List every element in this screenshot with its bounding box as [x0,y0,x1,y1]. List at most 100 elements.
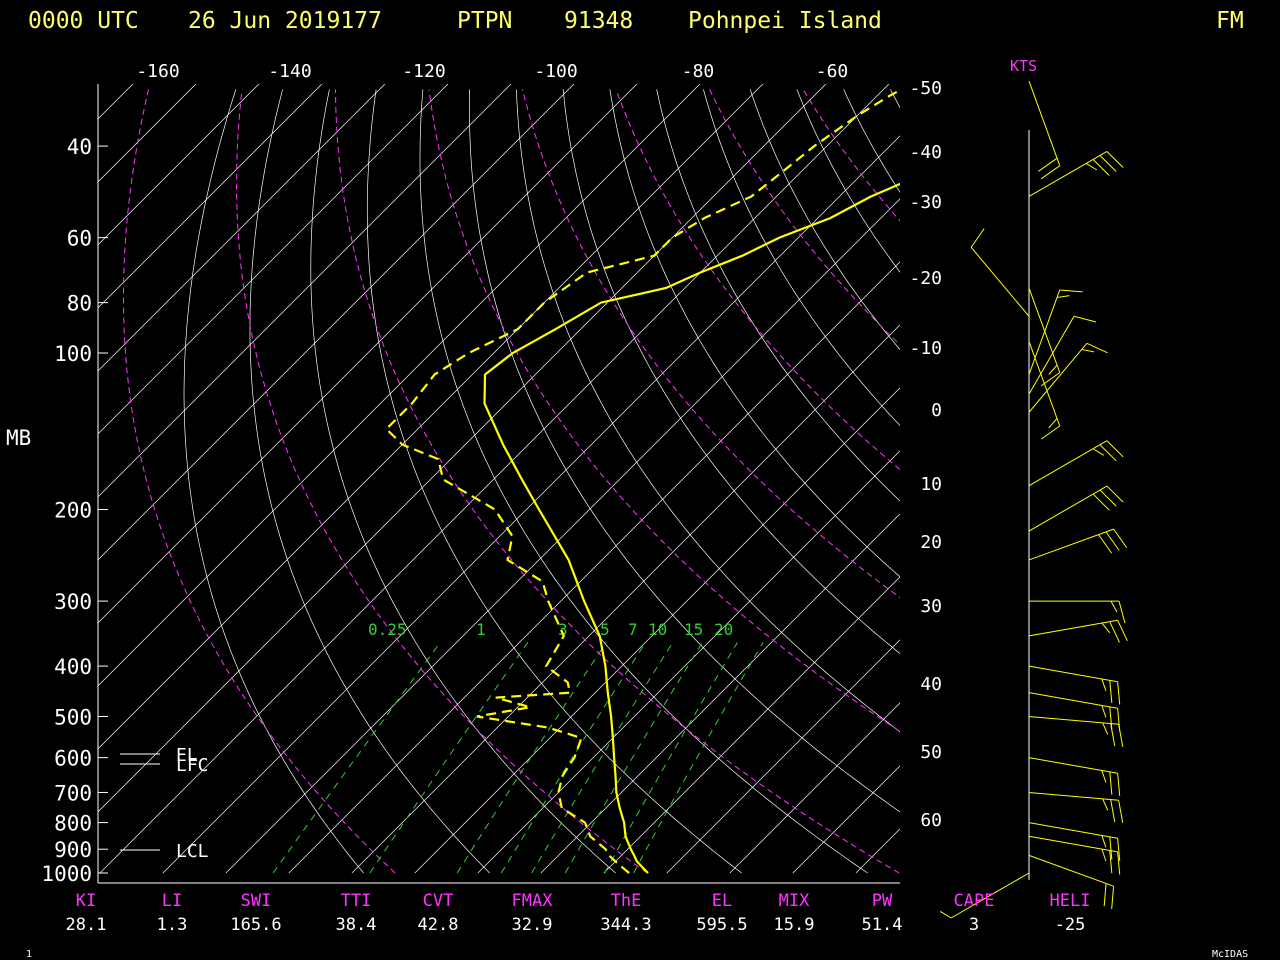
index-name: EL [712,891,732,911]
header-tag: FM [1216,8,1244,34]
isotherm [225,198,900,874]
wind-barb-staff [950,872,1030,919]
right-temperature-label: -20 [909,268,942,289]
wind-barb-flag [1040,372,1061,387]
mixing-ratio-line [633,642,764,874]
index-name: SWI [241,891,272,911]
wind-barb-flag [1109,836,1113,860]
wind-barb-flag [1038,157,1058,172]
right-temperature-label: 60 [920,810,942,831]
right-temperature-label: -10 [909,338,942,359]
index-name: CAPE [954,891,995,911]
index-value: 3 [969,915,979,935]
skewt-grid [98,84,900,874]
wind-barb-staff [1028,692,1118,709]
mixing-ratio-line [564,642,703,874]
wind-barb-staff [1028,440,1108,487]
grid-curve [516,89,900,733]
grid-curve [703,89,900,426]
mixing-ratio-label: 5 [600,620,610,639]
level-marker-label: LFC [176,755,209,776]
pressure-label: 300 [54,590,92,614]
isotherm [351,324,900,874]
isotherm [603,576,900,874]
header-station-name: Pohnpei Island [688,8,882,34]
isotherm [98,84,386,372]
wind-barb-staff [1028,757,1118,774]
wind-barb-flag [1048,418,1058,429]
grid-curve [796,89,900,273]
isotherm [477,450,900,874]
dry-adiabat [428,89,900,732]
isotherm [98,84,512,498]
grid-curve [749,89,900,351]
right-temperature-label: 0 [931,400,942,421]
isotherm [540,513,900,874]
wind-barb-flag [1059,289,1083,293]
wind-barb-flag [1109,771,1113,795]
isotherm [98,84,197,183]
dry-adiabat [236,89,648,874]
wind-barb-staff [970,247,1030,317]
wind-barb-staff [1028,791,1119,801]
isotherm [98,84,575,561]
isotherm [98,84,701,687]
wind-barb-flag [1117,851,1121,875]
wind-barb-flag [1117,708,1121,732]
dry-adiabat [802,89,900,222]
wind-barb-flag [1040,425,1061,440]
top-temperature-label: -80 [682,61,715,82]
mixing-ratio-line [500,642,647,874]
footer-left: 1 [26,949,32,960]
wind-barb-flag [1101,848,1107,862]
wind-barb-flag [1106,151,1124,168]
index-value: 15.9 [774,915,815,935]
dry-adiabat [335,89,900,874]
grid-curve [656,89,900,502]
index-name: CVT [423,891,454,911]
isotherm [98,84,827,813]
grid-curve [249,89,490,874]
mixing-ratio-line [604,642,739,874]
wind-barb-flag [1102,798,1109,811]
top-temperature-label: -100 [534,61,577,82]
mixing-ratio-label: 15 [684,620,703,639]
mixing-ratio-label: 7 [628,620,638,639]
index-value: 165.6 [230,915,281,935]
wind-barb-flag [1109,706,1113,730]
wind-barb-flag [1117,773,1121,797]
grid-curve [562,89,900,655]
right-temperature-label: -40 [909,142,942,163]
wind-barb-staff [1028,315,1075,395]
profile-lines [384,88,900,874]
wind-barb-flag [1099,444,1117,462]
wind-barb-flag [1117,838,1121,861]
index-name: TTI [341,891,372,911]
wind-barb-staff [1028,528,1114,561]
wind-barb-flag [940,911,952,919]
index-value: 344.3 [600,915,651,935]
wind-barb-flag [1086,342,1108,354]
top-temperature-label: -140 [268,61,311,82]
wind-barb-flag [1103,883,1107,907]
wind-barb-staff [1028,715,1119,725]
index-name: LI [162,891,182,911]
wind-barb-flag [1111,886,1115,909]
index-name: PW [872,891,893,911]
index-name: KI [76,891,96,911]
wind-barb-flag [1048,364,1058,375]
index-value: 1.3 [157,915,188,935]
wind-barb-flag [1117,620,1128,642]
wind-barb-staff [1028,835,1118,853]
pressure-label: 100 [54,342,92,366]
isotherm [729,702,900,874]
mixing-ratio-line [531,642,674,874]
isotherm [98,84,260,246]
mixing-ratio-label: 0.25 [368,620,407,639]
wind-barb-flag [1101,678,1107,691]
isotherm [288,261,900,874]
isotherm [98,84,764,750]
wind-barb-staff [1028,151,1108,197]
level-marker-label: LCL [176,841,209,862]
mixing-ratio-label: 3 [558,620,568,639]
